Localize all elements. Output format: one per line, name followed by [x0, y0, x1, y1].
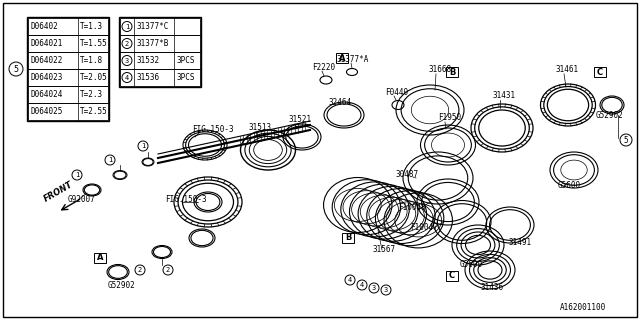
Text: FIG.150-3: FIG.150-3	[192, 125, 234, 134]
Text: F2220: F2220	[312, 63, 335, 72]
Text: F1950: F1950	[438, 113, 461, 122]
Text: 31567: 31567	[372, 245, 395, 254]
Text: FRONT: FRONT	[42, 180, 74, 204]
Text: 31668: 31668	[428, 65, 451, 74]
Text: 1: 1	[141, 143, 145, 149]
Text: 5: 5	[624, 135, 628, 145]
Text: T=2.55: T=2.55	[80, 107, 108, 116]
Text: 3PCS: 3PCS	[176, 73, 195, 82]
Bar	[28, 103, 108, 120]
Bar	[28, 18, 108, 35]
Bar	[594, 67, 606, 77]
Text: G52902: G52902	[108, 281, 136, 290]
Bar	[28, 86, 108, 103]
Text: A162001100: A162001100	[560, 303, 606, 312]
Text: D064024: D064024	[30, 90, 62, 99]
Text: F10047: F10047	[410, 223, 438, 232]
Text: G52902: G52902	[596, 111, 624, 120]
Text: D064021: D064021	[30, 39, 62, 48]
Bar	[446, 271, 458, 281]
Text: 4: 4	[348, 277, 352, 283]
Bar	[28, 52, 108, 69]
Text: D06402: D06402	[30, 22, 58, 31]
Text: 4: 4	[125, 75, 129, 81]
Text: 31532: 31532	[136, 56, 159, 65]
Text: B: B	[345, 234, 351, 243]
Bar	[120, 18, 200, 35]
Text: 31461: 31461	[556, 65, 579, 74]
Text: T=1.3: T=1.3	[80, 22, 103, 31]
Text: 31491: 31491	[508, 238, 531, 247]
Text: A: A	[97, 253, 103, 262]
Text: G5600: G5600	[460, 260, 483, 269]
Text: D064025: D064025	[30, 107, 62, 116]
Bar	[28, 35, 108, 52]
Bar	[342, 233, 354, 243]
Text: G5600: G5600	[558, 181, 581, 190]
Text: 4: 4	[360, 282, 364, 288]
Bar	[119, 17, 201, 87]
Text: 1: 1	[125, 23, 129, 29]
Bar	[336, 53, 348, 63]
Text: T=2.3: T=2.3	[80, 90, 103, 99]
Bar	[120, 69, 200, 86]
Bar	[27, 17, 109, 121]
Text: 32464: 32464	[328, 98, 351, 107]
Text: T=2.05: T=2.05	[80, 73, 108, 82]
Text: 31521: 31521	[288, 115, 311, 124]
Text: 31377*B: 31377*B	[136, 39, 168, 48]
Bar	[120, 35, 200, 52]
Text: 31377*C: 31377*C	[136, 22, 168, 31]
Text: G92007: G92007	[68, 195, 96, 204]
Text: 31377*A: 31377*A	[336, 55, 369, 64]
Text: 3: 3	[384, 287, 388, 293]
Text: 1: 1	[108, 157, 112, 163]
Text: D064022: D064022	[30, 56, 62, 65]
Bar	[446, 67, 458, 77]
Text: 3: 3	[125, 58, 129, 63]
Text: 1: 1	[75, 172, 79, 178]
Bar	[94, 253, 106, 263]
Text: D064023: D064023	[30, 73, 62, 82]
Text: 3: 3	[372, 285, 376, 291]
Text: C: C	[597, 68, 603, 76]
Text: FIG.150-3: FIG.150-3	[165, 195, 207, 204]
Text: 30487: 30487	[395, 170, 418, 179]
Text: 2: 2	[138, 267, 142, 273]
Text: T=1.55: T=1.55	[80, 39, 108, 48]
Text: C: C	[449, 271, 455, 281]
Text: 31513: 31513	[248, 123, 271, 132]
Text: 31431: 31431	[492, 91, 515, 100]
Text: 31436: 31436	[480, 283, 503, 292]
Text: 3PCS: 3PCS	[176, 56, 195, 65]
Text: F10048: F10048	[398, 203, 426, 212]
Text: B: B	[449, 68, 455, 76]
Text: F0440: F0440	[385, 88, 408, 97]
Text: A: A	[339, 53, 345, 62]
Text: 31536: 31536	[136, 73, 159, 82]
Text: 5: 5	[13, 65, 19, 74]
Text: T=1.8: T=1.8	[80, 56, 103, 65]
Text: 2: 2	[125, 41, 129, 46]
Bar	[120, 52, 200, 69]
Text: 2: 2	[166, 267, 170, 273]
Bar	[28, 69, 108, 86]
